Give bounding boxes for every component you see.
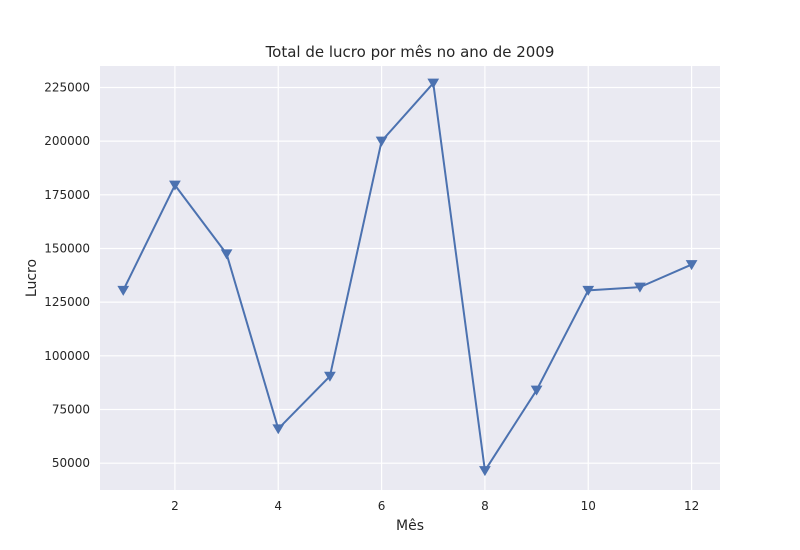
data-point-marker — [272, 424, 285, 435]
series-group — [117, 78, 698, 477]
y-tick-label: 175000 — [44, 188, 90, 202]
chart-title: Total de lucro por mês no ano de 2009 — [265, 43, 555, 61]
x-tick-label: 2 — [171, 499, 179, 513]
x-tick-label: 6 — [378, 499, 386, 513]
y-tick-label: 200000 — [44, 134, 90, 148]
data-point-marker — [427, 78, 440, 89]
data-point-marker — [117, 285, 130, 296]
x-tick-label: 10 — [581, 499, 596, 513]
plot-area — [100, 66, 720, 490]
y-axis-label: Lucro — [24, 259, 40, 297]
data-point-marker — [220, 249, 233, 260]
y-tick-label: 75000 — [52, 402, 90, 416]
y-axis-ticks: 50000 75000 100000 125000 150000 175000 200000… — [44, 80, 90, 470]
data-point-marker — [582, 285, 595, 296]
y-tick-label: 50000 — [52, 456, 90, 470]
x-axis-ticks: 2 4 6 8 10 12 — [171, 499, 699, 513]
data-point-marker — [634, 282, 646, 293]
y-tick-label: 100000 — [44, 349, 90, 363]
data-point-marker — [479, 466, 491, 477]
x-axis-label: Mês — [396, 518, 424, 534]
data-point-marker — [530, 385, 543, 396]
y-tick-label: 225000 — [44, 80, 90, 94]
data-point-marker — [685, 260, 698, 271]
data-point-marker — [324, 371, 336, 382]
x-tick-label: 8 — [481, 499, 489, 513]
x-tick-label: 4 — [274, 499, 282, 513]
data-point-marker — [375, 136, 388, 147]
y-gridlines — [100, 86, 720, 464]
data-point-marker — [169, 180, 181, 191]
y-tick-label: 125000 — [44, 295, 90, 309]
series-line — [122, 82, 692, 472]
y-tick-label: 150000 — [44, 241, 90, 255]
x-tick-label: 12 — [684, 499, 699, 513]
